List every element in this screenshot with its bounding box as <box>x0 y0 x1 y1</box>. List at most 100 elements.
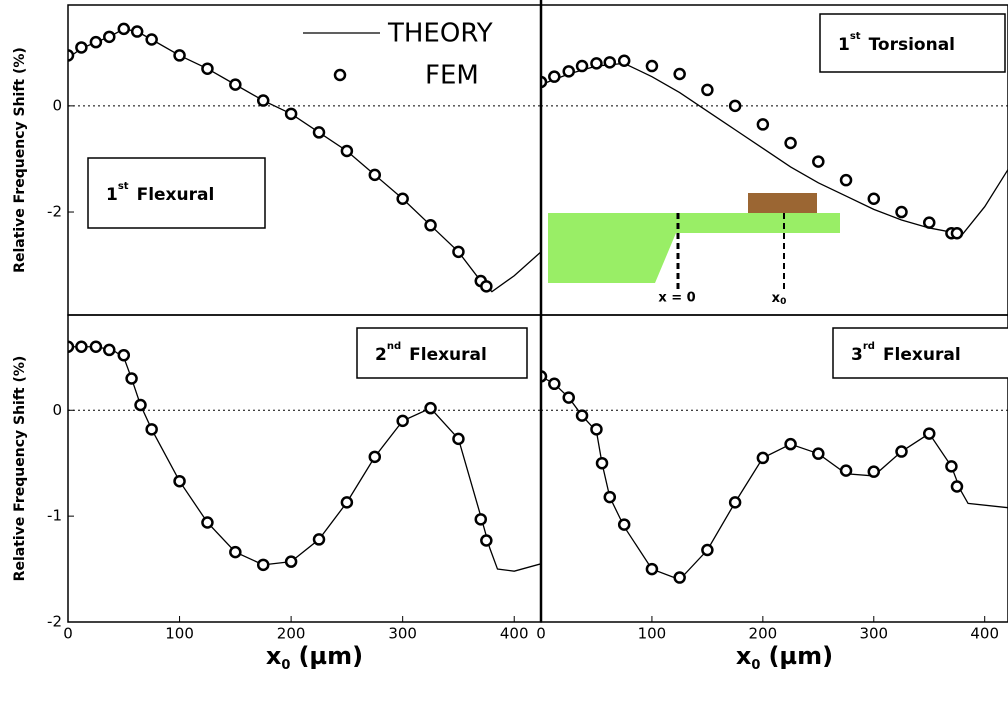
fem-marker <box>68 340 75 354</box>
fem-marker <box>145 423 158 436</box>
panel-label-text: Torsional <box>869 35 955 55</box>
fem-marker <box>368 450 382 464</box>
x-axis-label: x0 (µm) <box>266 642 363 673</box>
fem-marker <box>103 343 116 357</box>
fem-marker <box>603 56 617 69</box>
panel-label-sup: st <box>850 31 861 42</box>
fem-marker <box>368 168 382 182</box>
panel <box>68 22 541 293</box>
fem-marker <box>595 456 609 470</box>
fem-marker <box>89 35 103 49</box>
fem-marker <box>839 464 853 477</box>
fem-marker <box>89 340 103 354</box>
y-tick-label: -2 <box>47 613 62 631</box>
x-tick-label: 200 <box>749 625 778 643</box>
fem-marker <box>340 144 354 158</box>
fem-marker <box>424 219 437 232</box>
panel-label-sup: st <box>118 181 129 192</box>
x-label-unit: (µm) <box>768 642 833 670</box>
fem-marker <box>452 245 465 259</box>
fem-marker <box>922 216 936 229</box>
fem-marker <box>645 59 659 73</box>
fem-marker <box>173 49 186 62</box>
fem-marker <box>673 571 686 584</box>
fem-marker <box>603 490 617 504</box>
fem-marker <box>756 118 770 131</box>
panel-label: 2nd Flexural <box>375 341 487 365</box>
panel-label-box <box>832 327 1008 379</box>
fem-marker <box>728 496 742 509</box>
panel <box>68 340 541 572</box>
fem-marker <box>575 409 589 422</box>
theory-line <box>68 28 541 293</box>
fem-marker <box>284 107 298 121</box>
fem-marker <box>229 78 242 91</box>
fem-marker <box>452 432 465 446</box>
x-label-var: x <box>736 642 752 670</box>
fem-marker <box>867 465 881 478</box>
fem-marker <box>895 205 908 219</box>
fem-marker <box>617 518 631 531</box>
fem-marker <box>117 348 131 362</box>
fem-marker <box>575 59 589 73</box>
panel-label-sup: rd <box>863 341 875 352</box>
panel-label: 1st Torsional <box>838 31 955 55</box>
x-tick-label: 0 <box>536 625 546 643</box>
fem-marker <box>784 136 797 150</box>
fem-marker <box>812 155 825 168</box>
fem-marker <box>645 562 659 576</box>
fem-marker <box>728 99 742 113</box>
panel-label-sup: nd <box>387 341 401 352</box>
fem-marker <box>256 94 270 107</box>
x-label-sub: 0 <box>281 658 290 673</box>
fem-marker <box>103 30 116 44</box>
x-tick-label: 200 <box>277 625 306 643</box>
x-tick-label: 300 <box>859 625 888 643</box>
theory-line <box>68 346 541 572</box>
fem-marker <box>340 496 354 509</box>
mass-block <box>748 193 817 213</box>
panel-label-text: Flexural <box>137 185 215 205</box>
fem-marker <box>396 192 409 205</box>
fem-marker <box>548 377 561 391</box>
panel-label: 3rd Flexural <box>851 341 961 365</box>
inset-position-label: x0 <box>772 291 787 307</box>
x-tick-label: 400 <box>970 625 999 643</box>
fem-marker <box>424 401 437 415</box>
fem-marker <box>701 543 714 557</box>
y-tick-label: -1 <box>47 507 62 525</box>
fem-marker <box>756 451 770 465</box>
panel-label-number: 2 <box>375 345 387 365</box>
fem-marker <box>173 474 186 488</box>
fem-marker <box>480 280 493 293</box>
fem-marker <box>562 391 575 404</box>
fem-marker <box>256 558 270 572</box>
inset-x: x <box>772 291 781 306</box>
x-label-unit: (µm) <box>298 642 363 670</box>
y-tick-label: -2 <box>47 203 62 221</box>
fem-marker <box>125 372 138 385</box>
panel <box>541 370 1008 584</box>
fem-marker <box>673 67 686 81</box>
fem-marker <box>130 25 144 38</box>
fem-marker <box>396 414 409 428</box>
fem-marker <box>134 398 147 412</box>
panel-label-number: 3 <box>851 345 863 365</box>
x-tick-label: 400 <box>500 625 529 643</box>
panel-label-box <box>356 327 528 379</box>
x-label-var: x <box>266 642 282 670</box>
fem-marker <box>701 83 714 97</box>
fem-marker <box>548 70 561 83</box>
fem-marker <box>617 54 631 67</box>
fem-marker <box>812 447 825 460</box>
fem-marker <box>480 534 493 547</box>
fem-marker <box>590 57 603 70</box>
panel-label-number: 1 <box>838 35 850 55</box>
fem-marker <box>75 340 88 354</box>
legend-marker <box>333 68 347 82</box>
x-tick-label: 300 <box>388 625 417 643</box>
fem-marker <box>950 480 964 493</box>
panel-label-box <box>87 157 266 229</box>
fem-marker <box>145 33 158 46</box>
